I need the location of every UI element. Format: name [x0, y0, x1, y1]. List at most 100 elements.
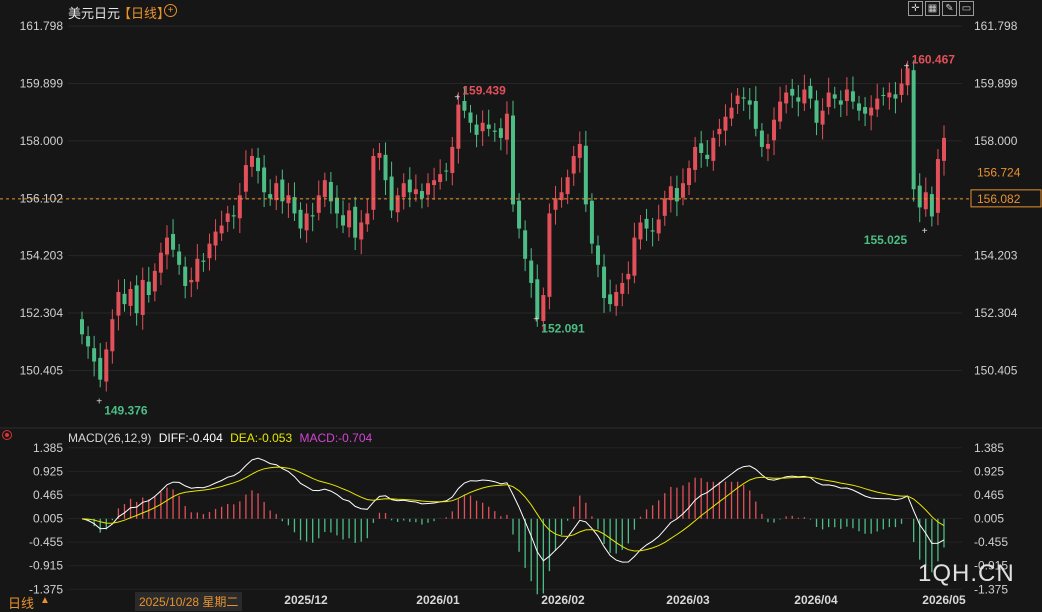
- candle-body: [680, 183, 685, 198]
- macd-legend: MACD(26,12,9) DIFF:-0.404 DEA:-0.053 MAC…: [68, 431, 376, 445]
- candle-body: [741, 97, 746, 99]
- crosshair-price-label: 156.082: [977, 192, 1021, 206]
- candle-body: [207, 243, 212, 259]
- price-annotations: 156.724156.082+159.439+149.376+152.091+1…: [0, 52, 1042, 418]
- candle-body: [784, 92, 789, 104]
- macd-tick-label: -0.915: [29, 559, 63, 573]
- last-price-label: 156.724: [977, 165, 1021, 179]
- macd-tick-label: 0.465: [974, 488, 1004, 502]
- candle-body: [705, 154, 710, 160]
- watermark: 1QH.CN: [918, 560, 1015, 587]
- macd-tick-label: 0.925: [974, 464, 1004, 478]
- candle-body: [699, 143, 704, 153]
- candle-body: [523, 230, 528, 259]
- crosshair-icon[interactable]: ✛: [908, 1, 923, 16]
- macd-histogram: [87, 477, 945, 595]
- candle-body: [711, 137, 716, 161]
- candle-body: [923, 192, 928, 210]
- candle-body: [796, 97, 801, 102]
- candle-body: [650, 230, 655, 232]
- candle-body: [389, 176, 394, 211]
- title-bar: 美元日元 【日线】 + ✛ ▦ ✎ ▭: [0, 0, 1042, 22]
- candle-body: [377, 152, 382, 158]
- candle-body: [201, 260, 206, 262]
- candle-body: [571, 156, 576, 174]
- macd-tick-label: -0.455: [29, 535, 63, 549]
- macd-tick-label: 0.465: [33, 488, 63, 502]
- y-tick-label: 161.798: [974, 19, 1018, 33]
- candle-body: [213, 231, 218, 246]
- candle-body: [219, 225, 224, 234]
- grid-lines: [0, 25, 1042, 590]
- macd-tick-label: 0.005: [974, 512, 1004, 526]
- candle-body: [274, 183, 279, 201]
- candle-body: [419, 191, 424, 199]
- candle-body: [298, 209, 303, 229]
- candle-body: [935, 159, 940, 213]
- grid-icon[interactable]: ▦: [925, 1, 940, 16]
- timeframe-switch[interactable]: 日线: [8, 596, 35, 611]
- candle-body: [893, 94, 898, 99]
- candle-body: [426, 183, 431, 195]
- macd-axis-left: 1.385 0.925 0.465 0.005 -0.455 -0.915 -1.375: [29, 441, 63, 596]
- candle-body: [929, 194, 934, 217]
- candle-body: [826, 92, 831, 108]
- add-indicator-icon[interactable]: +: [164, 4, 177, 17]
- candle-body: [134, 285, 139, 314]
- window-icon[interactable]: ▭: [959, 1, 974, 16]
- candle-body: [899, 83, 904, 95]
- extreme-marker: +: [454, 92, 460, 103]
- candle-body: [881, 94, 886, 96]
- candle-body: [104, 349, 109, 382]
- candle-body: [547, 213, 552, 297]
- candle-body: [717, 128, 722, 135]
- symbol-title: 美元日元: [68, 6, 121, 21]
- indicator-settings-icon[interactable]: [2, 430, 12, 440]
- timeframe-label[interactable]: 【日线】: [118, 6, 171, 21]
- candle-body: [432, 180, 437, 186]
- triangle-up-icon[interactable]: ▲: [40, 595, 50, 606]
- extreme-label: 160.467: [912, 52, 956, 66]
- candle-body: [632, 237, 637, 276]
- candle-body: [553, 198, 558, 210]
- candle-body: [262, 167, 267, 193]
- candle-body: [535, 279, 540, 320]
- candle-body: [735, 95, 740, 105]
- candle-body: [353, 206, 358, 238]
- candle-body: [887, 92, 892, 98]
- candle-body: [911, 70, 916, 190]
- candle-body: [765, 143, 770, 149]
- extreme-marker: +: [904, 61, 910, 72]
- crosshair-price-box: [970, 189, 1042, 208]
- candle-body: [814, 100, 819, 123]
- candle-body: [249, 156, 254, 167]
- y-tick-label: 150.405: [974, 363, 1018, 377]
- x-tick-label: 2026/05: [922, 593, 966, 607]
- candle-body: [401, 183, 406, 198]
- candle-body: [413, 189, 418, 195]
- candle-body: [620, 282, 625, 294]
- y-tick-label: 152.304: [974, 306, 1018, 320]
- candle-body: [122, 293, 127, 305]
- x-tick-label: 2026/01: [416, 593, 460, 607]
- candle-body: [559, 192, 564, 201]
- macd-tick-label: -1.375: [974, 582, 1008, 596]
- candle-body: [316, 195, 321, 213]
- candle-body: [602, 266, 607, 299]
- candle-body: [474, 124, 479, 135]
- draw-icon[interactable]: ✎: [942, 1, 957, 16]
- candle-body: [237, 195, 242, 219]
- candle-body: [662, 198, 667, 216]
- x-tick-label: 2026/04: [794, 593, 838, 607]
- candle-body: [802, 89, 807, 104]
- y-tick-label: 152.304: [20, 306, 64, 320]
- candle-body: [486, 124, 491, 129]
- candle-body: [152, 270, 157, 292]
- candle-body: [183, 266, 188, 286]
- candle-body: [86, 336, 91, 347]
- macd-tick-label: -0.455: [974, 535, 1008, 549]
- candle-body: [334, 197, 339, 214]
- candle-body: [820, 110, 825, 125]
- candle-body: [116, 292, 121, 316]
